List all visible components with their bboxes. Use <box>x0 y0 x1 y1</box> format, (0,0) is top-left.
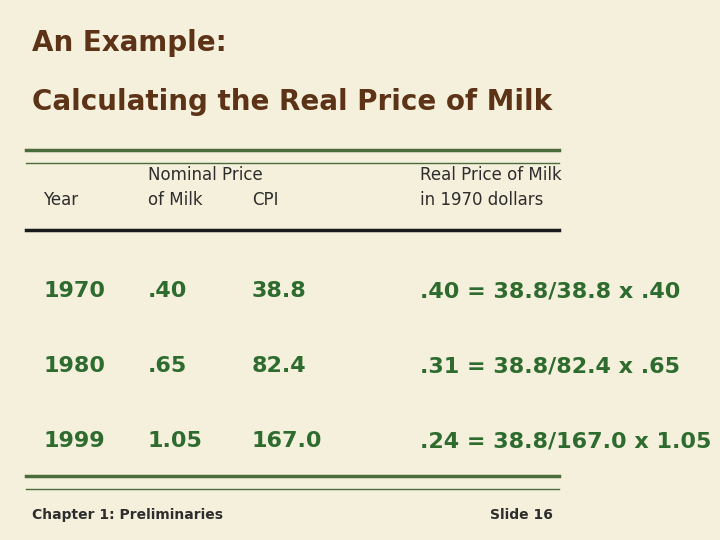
Text: 1.05: 1.05 <box>148 431 202 451</box>
Text: Calculating the Real Price of Milk: Calculating the Real Price of Milk <box>32 88 552 116</box>
Text: .24 = 38.8/167.0 x 1.05: .24 = 38.8/167.0 x 1.05 <box>420 431 711 451</box>
Text: Year: Year <box>43 191 78 208</box>
Text: 82.4: 82.4 <box>252 356 307 376</box>
Text: An Example:: An Example: <box>32 30 227 57</box>
Text: 1970: 1970 <box>43 281 105 301</box>
Text: Nominal Price: Nominal Price <box>148 166 262 185</box>
Text: 1980: 1980 <box>43 356 105 376</box>
Text: of Milk: of Milk <box>148 191 202 208</box>
Text: .40: .40 <box>148 281 187 301</box>
Text: Real Price of Milk: Real Price of Milk <box>420 166 562 185</box>
Text: 38.8: 38.8 <box>252 281 307 301</box>
Text: .65: .65 <box>148 356 187 376</box>
Text: .31 = 38.8/82.4 x .65: .31 = 38.8/82.4 x .65 <box>420 356 680 376</box>
Text: 1999: 1999 <box>43 431 105 451</box>
Text: in 1970 dollars: in 1970 dollars <box>420 191 544 208</box>
Text: CPI: CPI <box>252 191 279 208</box>
Text: Chapter 1: Preliminaries: Chapter 1: Preliminaries <box>32 508 222 522</box>
Text: .40 = 38.8/38.8 x .40: .40 = 38.8/38.8 x .40 <box>420 281 680 301</box>
Text: 167.0: 167.0 <box>252 431 323 451</box>
Text: Slide 16: Slide 16 <box>490 508 553 522</box>
